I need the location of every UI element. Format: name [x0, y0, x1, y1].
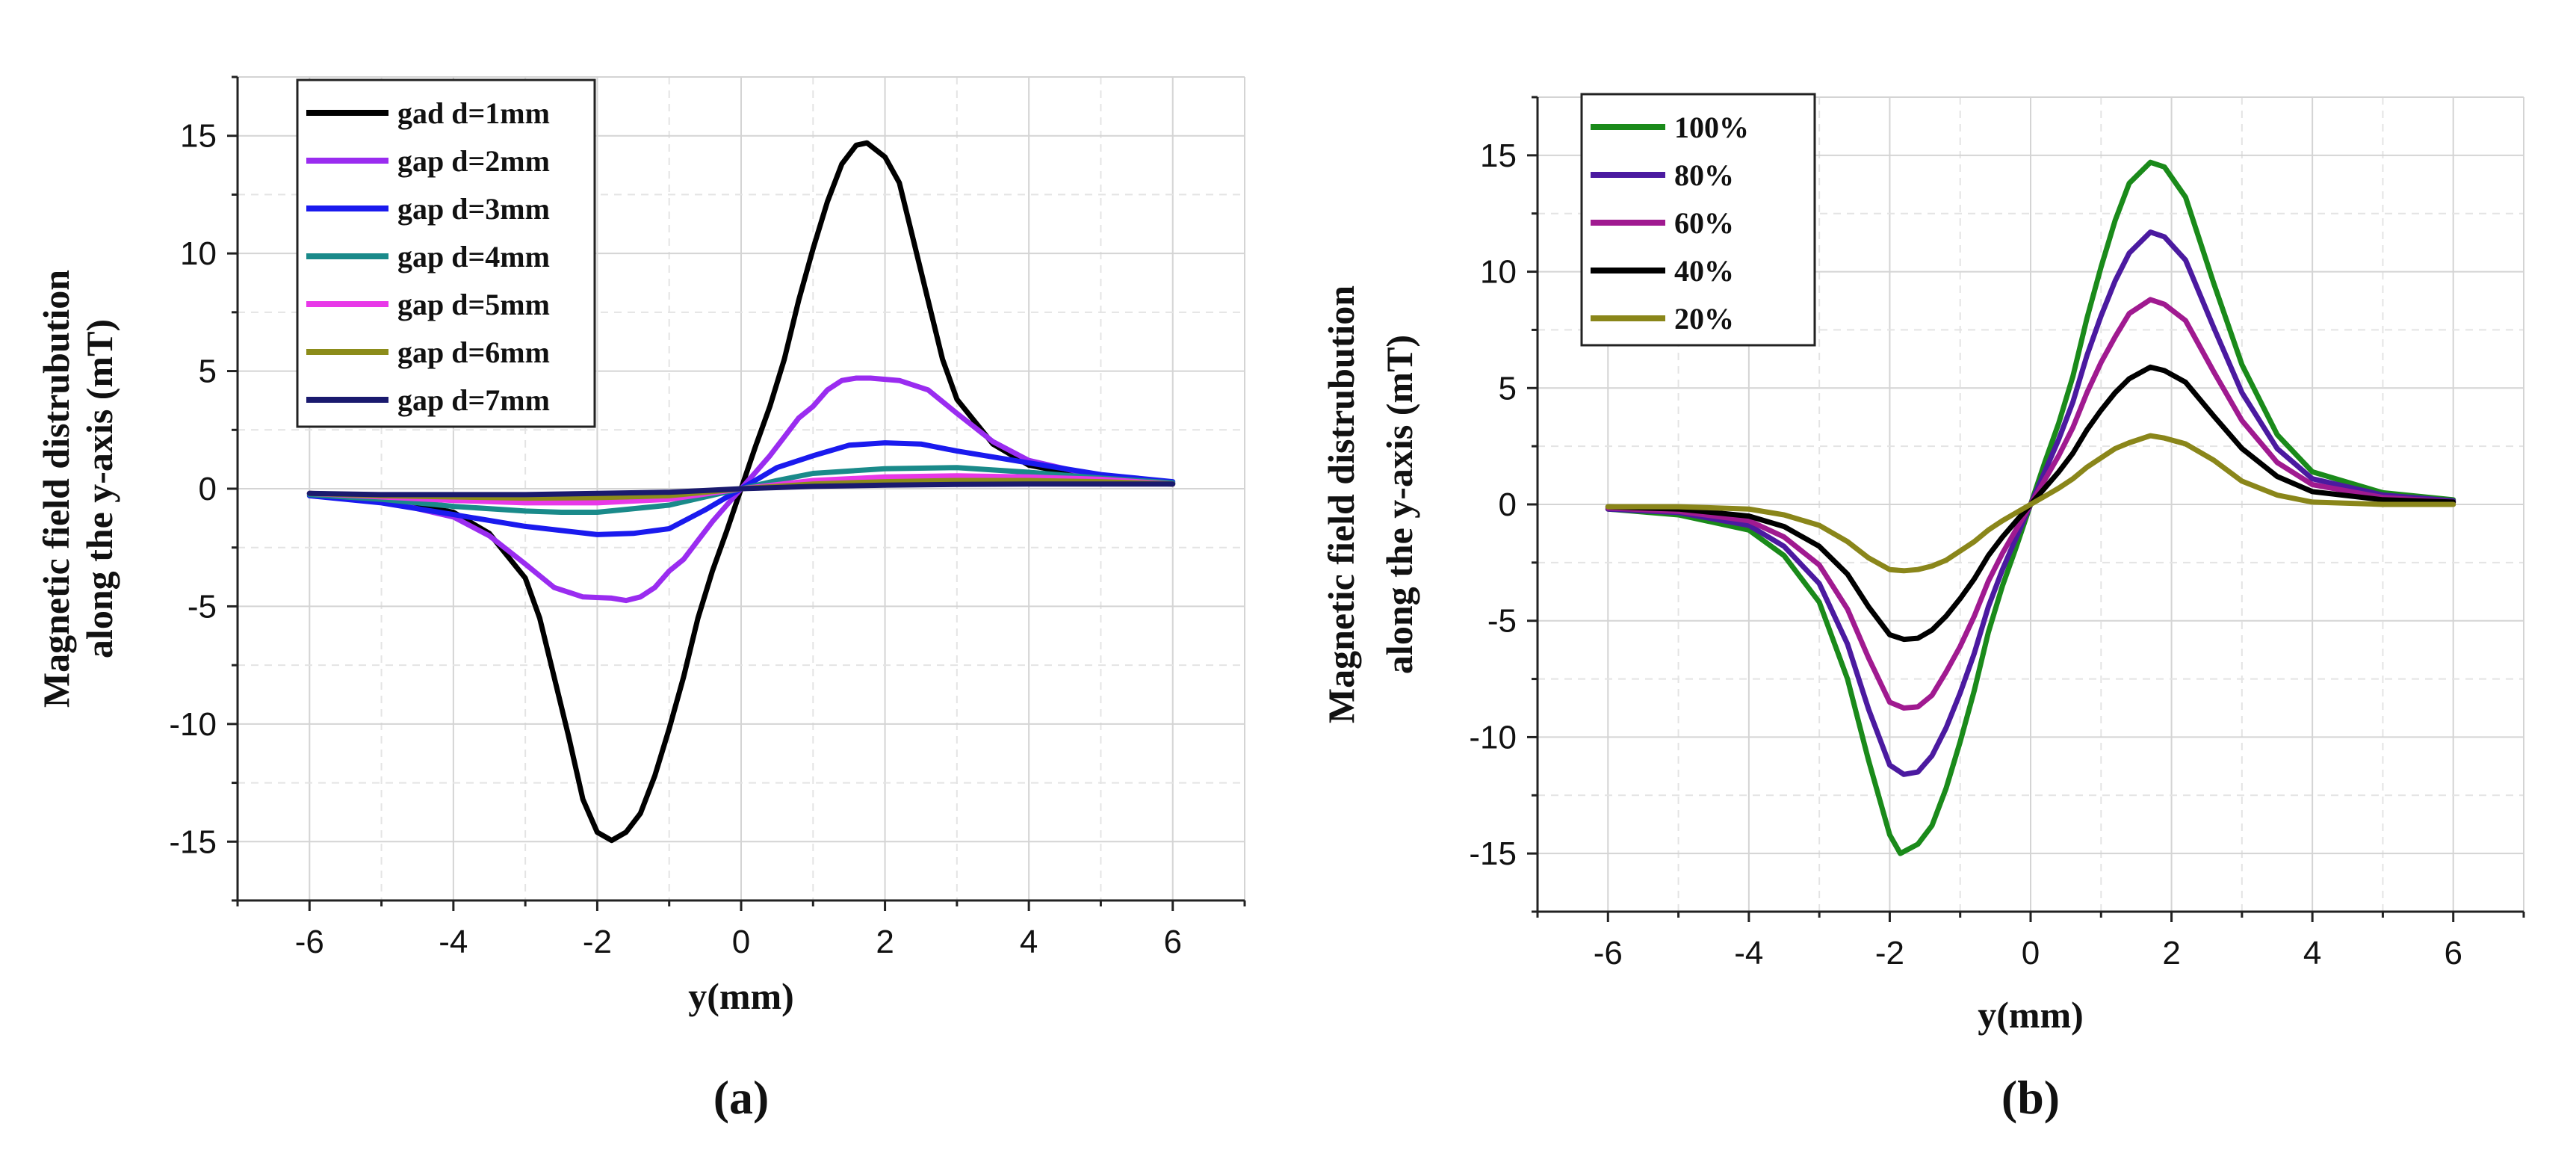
chart-a-y-tick-label: 10 [180, 235, 217, 272]
chart-a-series-line-2 [306, 440, 1176, 537]
chart-b-y-tick-label: -5 [1487, 603, 1517, 640]
chart-b-y-tick-label: 0 [1499, 486, 1517, 523]
chart-b-y-tick-label: 15 [1480, 137, 1517, 174]
chart-b-series-line-3 [1605, 364, 2456, 643]
chart-b-legend-label: 60% [1674, 206, 1734, 240]
chart-a-panel-label: (a) [713, 1071, 770, 1124]
chart-a-legend-label: gap d=4mm [397, 240, 550, 273]
chart-a-x-tick-label: -6 [295, 924, 324, 960]
chart-b-y-tick-label: 10 [1480, 254, 1517, 291]
chart-b-legend-label: 100% [1674, 111, 1749, 144]
chart-b-series-line-4 [1605, 433, 2456, 574]
chart-a-y-tick-label: 0 [199, 471, 217, 507]
chart-a-x-tick-label: 0 [732, 924, 750, 960]
chart-a-x-tick-label: 4 [1020, 924, 1038, 960]
chart-a-legend: gad d=1mm gap d=2mm gap d=3mm gap d=4mm gap … [296, 78, 596, 428]
chart-b-legend: 100% 80% 60% 40% 20% [1580, 93, 1816, 347]
chart-b-y-tick-label: -10 [1469, 719, 1517, 755]
chart-b-x-tick-label: 2 [2162, 935, 2180, 971]
chart-b-x-tick-label: -6 [1594, 935, 1623, 971]
chart-a-legend-label: gap d=7mm [397, 383, 550, 417]
chart-a-x-tick-label: -2 [583, 924, 612, 960]
chart-b-legend-label: 80% [1674, 158, 1734, 192]
chart-b-x-tick-label: 0 [2022, 935, 2040, 971]
chart-b-x-axis-title: y(mm) [1978, 994, 2084, 1036]
chart-a-y-tick-label: 5 [199, 353, 217, 390]
chart-a-legend-label: gap d=6mm [397, 336, 550, 369]
chart-a-legend-label: gad d=1mm [397, 96, 550, 130]
chart-b-legend-label: 40% [1674, 254, 1734, 288]
chart-b-panel-label: (b) [2001, 1071, 2060, 1124]
chart-a-legend-label: gap d=2mm [397, 144, 550, 178]
chart-b-y-tick-label: -15 [1469, 835, 1517, 872]
chart-b-y-tick-label: 5 [1499, 370, 1517, 407]
chart-panel-b: -6 -4 -2 0 2 4 6 -15 -10 -5 0 5 10 15 y(mm) Magnetic fi… [1320, 93, 2525, 1124]
chart-b-x-tick-label: 4 [2303, 935, 2321, 971]
chart-panel-a: -6 -4 -2 0 2 4 6 -15 -10 -5 0 5 10 15 y(mm) Magnetic fi… [35, 75, 1246, 1124]
chart-a-y-tick-label: -5 [188, 588, 217, 625]
chart-b-y-axis-title-line: along the y-axis (mT) [1378, 335, 1420, 674]
chart-a-legend-label: gap d=5mm [397, 288, 550, 321]
chart-b-y-axis-title-line: Magnetic field distrubution [1320, 285, 1362, 723]
chart-b-series-line-2 [1605, 297, 2456, 711]
chart-a-series-group [306, 140, 1176, 844]
chart-a-y-axis-title-line: Magnetic field distrubution [35, 270, 77, 708]
chart-a-y-tick-label: 15 [180, 118, 217, 155]
chart-a-x-tick-label: -4 [439, 924, 468, 960]
chart-b-series-group [1605, 159, 2456, 856]
chart-b-x-tick-label: 6 [2444, 935, 2462, 971]
chart-a-y-tick-label: -15 [169, 823, 217, 860]
chart-b-x-tick-label: -4 [1734, 935, 1763, 971]
chart-a-series-line-6 [306, 481, 1176, 498]
chart-a-y-tick-label: -10 [169, 706, 217, 743]
chart-a-x-tick-label: 6 [1163, 924, 1181, 960]
chart-a-legend-label: gap d=3mm [397, 192, 550, 226]
chart-a-y-axis-title-line: along the y-axis (mT) [78, 319, 120, 658]
chart-b-x-tick-label: -2 [1875, 935, 1904, 971]
chart-a-x-axis-title: y(mm) [688, 975, 794, 1017]
chart-a-x-tick-label: 2 [876, 924, 894, 960]
chart-b-legend-label: 20% [1674, 302, 1734, 336]
